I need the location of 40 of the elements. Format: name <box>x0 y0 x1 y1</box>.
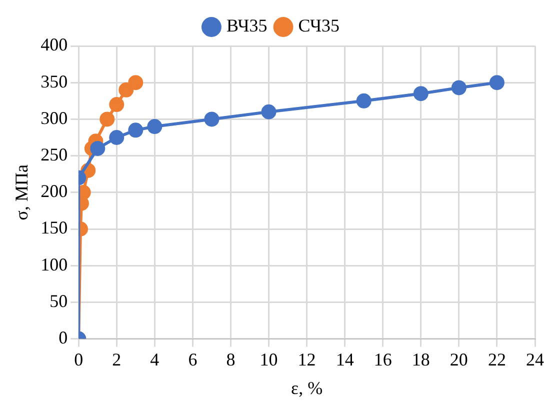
x-tick-label: 0 <box>74 349 84 370</box>
y-tick-label: 150 <box>40 218 68 238</box>
point <box>118 82 134 98</box>
x-tick-label: 10 <box>260 349 278 370</box>
x-tick-label: 2 <box>112 349 122 370</box>
y-tick-label: 50 <box>50 290 68 311</box>
y-tick-label: 0 <box>58 328 68 348</box>
x-tick-label: 18 <box>412 349 430 370</box>
y-tick-label: 200 <box>40 181 68 202</box>
point <box>413 86 428 102</box>
y-tick-label: 300 <box>40 108 68 128</box>
legend-label: СЧ35 <box>298 16 340 36</box>
point <box>204 112 220 127</box>
point <box>128 75 144 90</box>
point <box>100 112 115 127</box>
y-axis-title: σ, МПа <box>12 164 32 220</box>
point <box>109 97 124 112</box>
x-tick-label: 6 <box>188 349 198 370</box>
x-axis-title: ε, % <box>291 378 323 398</box>
point <box>109 130 124 145</box>
x-tick-label: 16 <box>374 349 392 370</box>
x-tick-label: 4 <box>150 349 160 370</box>
point <box>147 119 162 134</box>
x-tick-label: 22 <box>488 349 506 370</box>
point <box>90 140 106 156</box>
y-tick-label: 250 <box>40 144 68 165</box>
legend-label: ВЧ35 <box>226 16 268 36</box>
y-tick-label: 400 <box>40 34 68 55</box>
point <box>261 104 276 120</box>
point <box>451 80 466 96</box>
point <box>356 93 372 108</box>
x-tick-label: 20 <box>450 349 468 370</box>
x-tick-label: 12 <box>298 349 316 370</box>
y-tick-label: 350 <box>40 71 68 92</box>
y-tick-label: 100 <box>40 254 68 274</box>
x-tick-label: 14 <box>336 349 354 370</box>
x-tick-label: 8 <box>226 349 236 370</box>
point <box>489 75 504 90</box>
x-tick-label: 24 <box>526 349 544 370</box>
point <box>128 122 144 138</box>
